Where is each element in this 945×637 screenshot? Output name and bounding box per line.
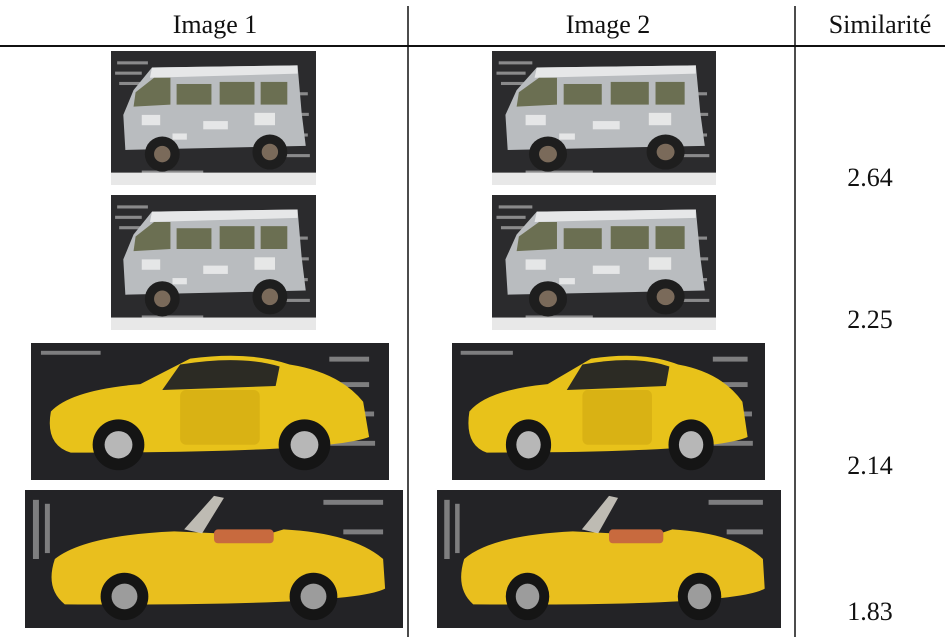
image xyxy=(111,195,316,330)
image xyxy=(31,343,389,480)
image xyxy=(111,51,316,185)
similarity: 1.83 xyxy=(847,597,893,626)
image xyxy=(492,195,716,330)
header-cell: Similarité xyxy=(829,10,932,39)
image xyxy=(437,490,781,628)
header-cell: Image 1 xyxy=(173,10,257,39)
similarity: 2.64 xyxy=(847,163,893,192)
image xyxy=(25,490,403,628)
similarity: 2.25 xyxy=(847,305,893,334)
image xyxy=(452,343,765,480)
header-cell: Image 2 xyxy=(566,10,650,39)
similarity: 2.14 xyxy=(847,451,893,480)
image xyxy=(492,51,716,185)
